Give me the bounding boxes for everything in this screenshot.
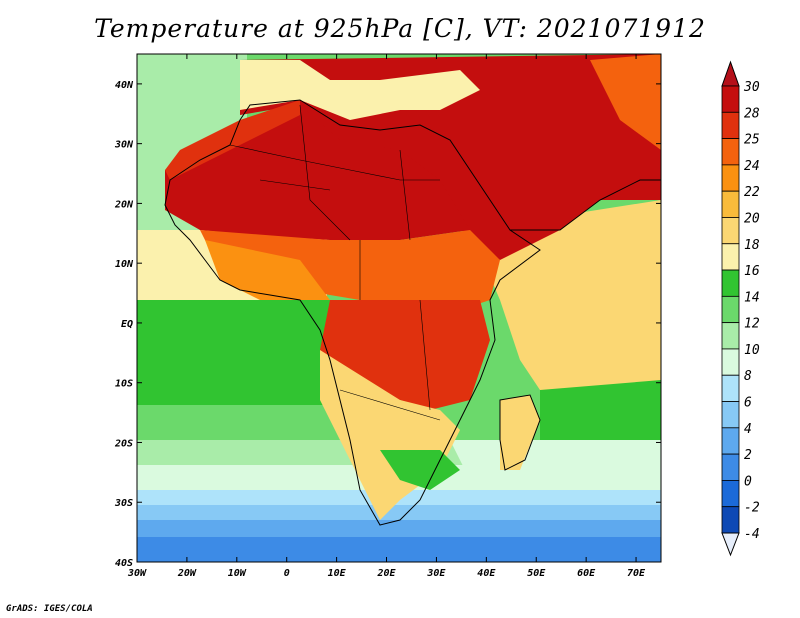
colorbar-label: 28 [744, 106, 760, 121]
lat-tick-label: EQ [121, 319, 133, 330]
indian-ocean-cool [450, 440, 661, 480]
south-band-5 [137, 520, 661, 540]
colorbar-segment [721, 453, 740, 481]
colorbar-segment [721, 269, 740, 297]
lon-axis: 30W 20W 10W 0 10E 20E 30E 40E 50E 60E 70E [127, 54, 646, 579]
lat-tick-label: 10S [115, 379, 133, 390]
lon-tick-label: 50E [527, 568, 546, 579]
colorbar-segment [721, 138, 740, 166]
lat-axis: 40N 30N 20N 10N EQ 10S 20S 30S 40S [114, 80, 661, 569]
arabia-coastline [510, 179, 661, 231]
colorbar-segment [721, 480, 740, 508]
colorbar-segment [721, 85, 740, 113]
colorbar-segment [721, 506, 740, 534]
temperature-field [137, 54, 661, 562]
atlantic-eq [137, 300, 347, 410]
map-title: Temperature at 925hPa [C], VT: 202107191… [94, 14, 706, 43]
central-asia [590, 54, 661, 150]
lon-tick-label: 10E [328, 568, 347, 579]
colorbar-label: 16 [744, 264, 760, 279]
colorbar-segment [721, 111, 740, 139]
colorbar-label: 24 [744, 159, 760, 174]
colorbar-label: -4 [744, 527, 760, 542]
colorbar-label: 30 [743, 80, 760, 95]
lat-tick-label: 40S [115, 558, 133, 569]
map-frame [136, 53, 662, 563]
lat-tick-label: 20S [114, 438, 133, 449]
lon-tick-label: 30E [426, 568, 446, 579]
colorbar-label: 20 [744, 211, 760, 226]
lon-tick-label: 10W [228, 568, 247, 579]
colorbar-label: 8 [744, 369, 752, 384]
lat-tick-label: 40N [115, 80, 134, 91]
colorbar-label: 2 [744, 448, 752, 463]
colorbar-segment [721, 295, 740, 324]
lon-tick-label: 20W [177, 568, 197, 579]
west-africa [205, 240, 330, 300]
colorbar-label: -2 [744, 501, 760, 516]
colorbar-label: 14 [744, 290, 760, 305]
colorbar-label: 4 [744, 422, 752, 437]
south-band-6 [137, 537, 661, 562]
colorbar-label: 25 [744, 133, 760, 148]
lon-tick-label: 20E [376, 568, 396, 579]
madagascar [500, 395, 540, 470]
colorbar-segment [721, 427, 740, 455]
indian-ocean-warm [470, 200, 661, 420]
indian-ocean-green [540, 380, 661, 440]
colorbar-over-triangle [721, 60, 740, 87]
lon-tick-label: 0 [284, 568, 290, 579]
colorbar-segment [721, 243, 740, 271]
colorbar-segment [721, 322, 740, 350]
lon-tick-label: 40E [477, 568, 496, 579]
colorbar-segment [721, 164, 740, 192]
lon-tick-label: 30W [127, 568, 147, 579]
colorbar-under-triangle [721, 532, 740, 557]
lat-tick-label: 30S [114, 498, 133, 509]
grads-credit: GrADS: IGES/COLA [6, 604, 93, 614]
country-borders [229, 104, 441, 421]
colorbar-label: 0 [744, 474, 752, 489]
colorbar-segment [721, 374, 740, 402]
lat-tick-label: 20N [114, 199, 134, 210]
colorbar-segment [721, 190, 740, 218]
colorbar-label: 6 [744, 396, 752, 411]
mediterranean [240, 60, 480, 120]
colorbar-segment [721, 348, 740, 376]
colorbar-segment [721, 217, 740, 245]
colorbar-label: 18 [744, 238, 760, 253]
colorbar-label: 12 [744, 317, 760, 332]
lat-tick-label: 30N [114, 140, 134, 151]
lon-tick-label: 60E [577, 568, 596, 579]
lat-tick-label: 10N [115, 259, 134, 270]
colorbar-segment [721, 401, 740, 429]
lon-tick-label: 70E [627, 568, 646, 579]
colorbar-label: 22 [744, 185, 760, 200]
africa-coastline [164, 99, 541, 526]
colorbar-label: 10 [744, 343, 760, 358]
madagascar-coastline [499, 394, 541, 471]
